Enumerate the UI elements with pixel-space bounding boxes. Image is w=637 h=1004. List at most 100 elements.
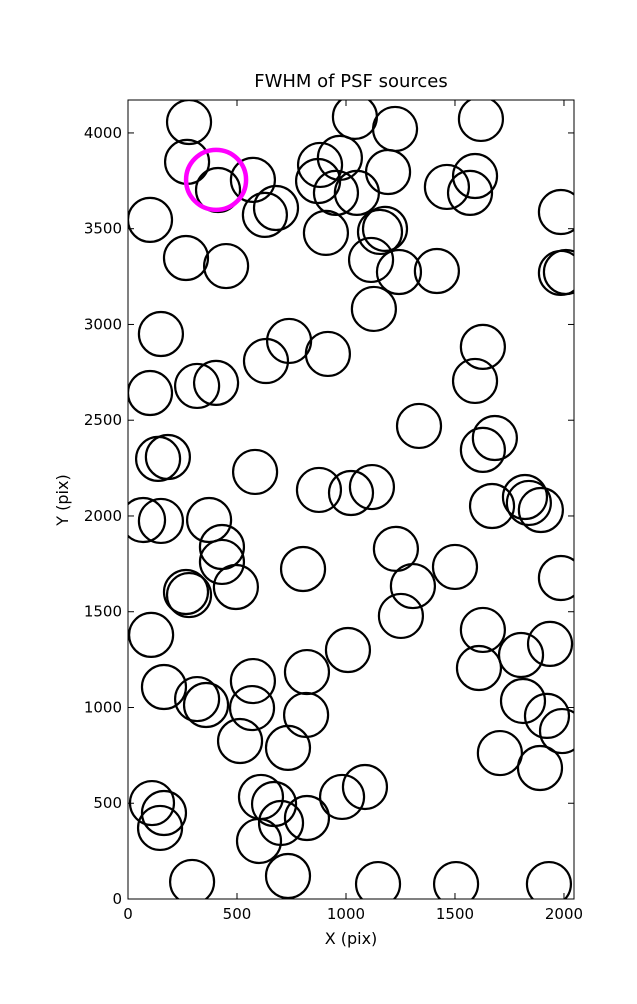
point [459, 426, 506, 473]
x-tick-label: 0 [123, 905, 133, 923]
y-axis-label: Y (pix) [53, 474, 72, 526]
point [497, 631, 545, 679]
point [216, 717, 264, 765]
point [468, 482, 516, 530]
point [228, 684, 276, 732]
point [476, 729, 523, 777]
point [296, 141, 344, 189]
point [471, 414, 518, 462]
point [523, 692, 571, 740]
point [327, 469, 375, 517]
point [198, 538, 246, 586]
point [457, 100, 505, 143]
plot-area [128, 100, 574, 899]
point [140, 663, 188, 711]
point [312, 169, 360, 216]
point [505, 479, 552, 527]
point [235, 817, 283, 865]
point [168, 858, 216, 899]
y-tick-label: 3500 [84, 220, 122, 238]
chart-title: FWHM of PSF sources [254, 71, 448, 92]
point [459, 606, 506, 654]
point [318, 773, 366, 821]
x-tick-label: 500 [223, 905, 252, 923]
point [350, 285, 397, 333]
point [324, 626, 372, 674]
point [128, 496, 167, 544]
y-tick-label: 4000 [84, 124, 122, 142]
plot-frame [127, 99, 575, 900]
point [455, 644, 503, 692]
point [356, 208, 404, 256]
point [294, 157, 342, 205]
point [389, 562, 437, 610]
point [347, 236, 395, 284]
point [185, 496, 233, 544]
point [137, 497, 185, 545]
highlight-point [183, 147, 249, 213]
point [174, 675, 221, 723]
point [162, 568, 210, 616]
point [162, 234, 210, 282]
point [192, 359, 240, 406]
point [283, 794, 331, 842]
point [537, 188, 574, 236]
point [241, 191, 288, 239]
y-tick-label: 2500 [84, 411, 122, 429]
point [542, 248, 574, 296]
point [229, 657, 277, 705]
point [279, 545, 327, 593]
point [212, 563, 260, 611]
point [423, 163, 471, 211]
x-axis-label: X (pix) [325, 929, 378, 948]
point [451, 152, 499, 200]
point [537, 554, 574, 602]
point [431, 543, 479, 591]
point [144, 433, 191, 481]
point [361, 205, 409, 252]
point [242, 337, 290, 385]
x-tick-label: 1500 [436, 905, 474, 923]
y-tick-label: 3000 [84, 315, 122, 333]
point [252, 184, 300, 232]
point [501, 473, 549, 521]
point [182, 681, 230, 729]
point [231, 448, 279, 496]
y-tick-label: 500 [93, 794, 122, 812]
point [341, 763, 389, 811]
point [295, 466, 343, 514]
point [446, 169, 494, 216]
point [377, 592, 425, 640]
point [264, 724, 312, 771]
point [202, 242, 250, 290]
point [136, 804, 184, 852]
x-tick-label: 1000 [327, 905, 365, 923]
y-tick-label: 1500 [84, 603, 122, 621]
y-tick-label: 2000 [84, 507, 122, 525]
point [348, 463, 396, 511]
point [375, 248, 423, 296]
point [264, 852, 312, 899]
point [229, 156, 277, 203]
point [499, 677, 547, 725]
point [128, 611, 175, 659]
point [165, 571, 213, 619]
point [432, 860, 480, 899]
point [538, 707, 574, 755]
y-tick-label: 1000 [84, 698, 122, 716]
point [354, 860, 402, 899]
point [413, 247, 460, 295]
point [517, 486, 564, 534]
point [302, 209, 350, 257]
point [395, 402, 443, 450]
point [459, 323, 506, 370]
point [526, 620, 574, 668]
x-tick-label: 2000 [545, 905, 583, 923]
point [364, 148, 412, 196]
point [304, 330, 351, 378]
point [140, 789, 188, 837]
y-tick-label: 0 [112, 890, 122, 908]
point [137, 310, 185, 358]
